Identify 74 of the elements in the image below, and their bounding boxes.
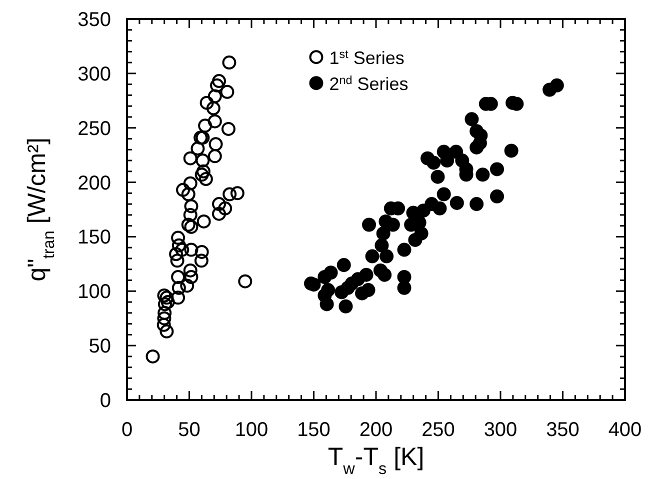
y-tick-label: 250 — [78, 118, 111, 140]
point — [181, 218, 196, 232]
point — [160, 290, 174, 305]
point — [171, 290, 186, 305]
point — [175, 242, 190, 257]
x-tick-label: 100 — [234, 419, 268, 441]
legend-label: 2$^{nd}$ Series — [329, 74, 408, 94]
point — [158, 297, 172, 312]
point — [194, 254, 208, 268]
point — [196, 214, 211, 228]
point — [176, 182, 190, 197]
point — [194, 244, 209, 259]
x-axis-title: T$_{w}$-T$_{s}$ [K] — [328, 443, 424, 478]
point — [200, 96, 214, 110]
point — [157, 311, 172, 326]
y-tick-label: 300 — [78, 63, 111, 86]
y-tick-label: 100 — [78, 281, 111, 304]
point — [218, 201, 232, 216]
point — [170, 254, 184, 268]
x-tick-label: 250 — [422, 419, 455, 441]
point — [208, 149, 222, 164]
point — [184, 199, 198, 214]
point — [183, 151, 198, 166]
point — [208, 114, 222, 128]
point — [171, 230, 186, 245]
point — [212, 206, 226, 221]
x-tick-label: 50 — [178, 419, 200, 441]
point — [194, 168, 209, 182]
point — [184, 220, 198, 234]
point — [172, 238, 186, 252]
point — [208, 89, 222, 104]
point — [184, 270, 198, 284]
point — [146, 349, 160, 364]
x-tick-label: 350 — [546, 419, 580, 441]
point — [184, 242, 198, 257]
legend-label: 1$^{st}$ Series — [329, 48, 404, 68]
point — [183, 263, 198, 278]
point — [208, 137, 223, 152]
point — [157, 288, 172, 302]
point — [222, 56, 236, 70]
y-tick-label: 50 — [88, 336, 111, 358]
y-tick-label: 200 — [78, 172, 111, 194]
point — [222, 187, 237, 202]
point — [181, 187, 196, 202]
point — [238, 274, 252, 288]
point — [156, 318, 171, 332]
point — [210, 78, 224, 92]
x-tick-label: 200 — [359, 419, 393, 441]
point — [190, 142, 205, 156]
point — [180, 278, 194, 293]
point — [230, 186, 244, 200]
point — [160, 324, 174, 338]
point — [196, 154, 210, 168]
point — [183, 176, 198, 190]
point — [196, 164, 210, 178]
x-tick-label: 400 — [608, 419, 642, 441]
y-tick-label: 150 — [78, 226, 111, 249]
point — [183, 208, 198, 222]
point — [212, 197, 226, 212]
point — [169, 247, 184, 262]
point — [220, 84, 234, 99]
point — [198, 118, 212, 133]
point — [206, 101, 220, 116]
x-tick-label: 0 — [121, 419, 133, 441]
point — [212, 74, 226, 88]
y-tick-label: 350 — [78, 9, 111, 31]
x-tick-label: 300 — [484, 419, 518, 441]
x-tick-label: 150 — [297, 419, 330, 441]
point — [221, 122, 236, 136]
point — [171, 270, 186, 284]
point — [158, 306, 172, 320]
point — [172, 280, 186, 295]
y-tick-label: 0 — [100, 390, 111, 412]
point — [198, 172, 213, 186]
